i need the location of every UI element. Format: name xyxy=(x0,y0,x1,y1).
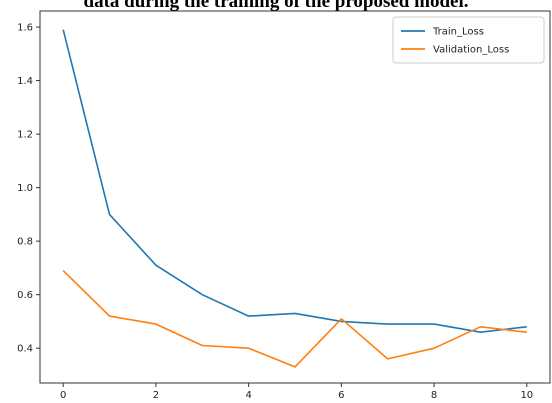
legend-label-validation-loss: Validation_Loss xyxy=(433,45,509,56)
x-tick-label: 10 xyxy=(520,390,533,401)
series-group xyxy=(62,29,527,368)
y-tick-label: 1.0 xyxy=(17,183,33,194)
y-tick-label: 1.2 xyxy=(17,130,33,141)
y-tick-label: 1.6 xyxy=(17,23,33,34)
x-tick-label: 8 xyxy=(431,390,437,401)
x-tick-label: 4 xyxy=(245,390,251,401)
plot-frame xyxy=(39,10,551,384)
legend: Train_Loss Validation_Loss xyxy=(392,16,545,64)
x-tick-label: 0 xyxy=(60,390,66,401)
axes: 0.4 0.6 0.8 1.0 1.2 1.4 1.6 0 2 4 6 8 10 xyxy=(17,10,551,401)
legend-box xyxy=(392,16,545,64)
y-tick-label: 0.6 xyxy=(17,290,33,301)
legend-label-train-loss: Train_Loss xyxy=(432,27,484,38)
figure-caption: data during the training of the proposed… xyxy=(83,0,469,12)
train-loss-line xyxy=(62,29,527,334)
x-tick-label: 2 xyxy=(153,390,159,401)
x-tick-label: 6 xyxy=(338,390,344,401)
validation-loss-line xyxy=(62,270,527,368)
y-tick-label: 0.4 xyxy=(17,344,33,355)
y-tick-label: 1.4 xyxy=(17,76,33,87)
y-tick-label: 0.8 xyxy=(17,237,33,248)
